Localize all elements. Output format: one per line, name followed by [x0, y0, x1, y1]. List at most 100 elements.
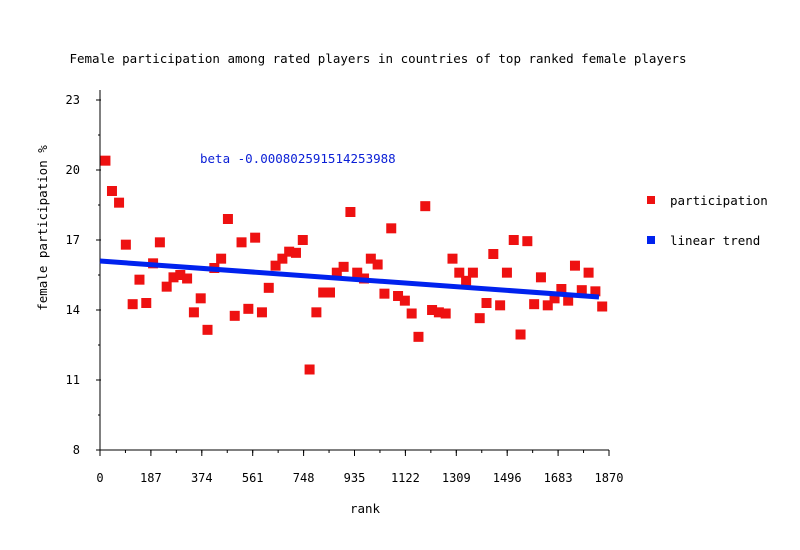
participation-point: [563, 295, 574, 306]
participation-point: [182, 273, 193, 284]
y-tick-label: 8: [73, 443, 80, 457]
y-tick-label: 11: [66, 373, 80, 387]
participation-point: [556, 284, 567, 294]
participation-point: [549, 293, 560, 304]
x-tick-label: 935: [344, 471, 366, 485]
participation-point: [522, 236, 533, 247]
plot-area: [99, 155, 608, 375]
x-tick-label: 1683: [544, 471, 573, 485]
participation-point: [256, 307, 267, 318]
participation-point: [447, 253, 458, 264]
beta-annotation: beta -0.000802591514253988: [200, 151, 396, 166]
participation-point: [331, 267, 342, 278]
x-tick-label: 1496: [493, 471, 522, 485]
x-tick-label: 187: [140, 471, 162, 485]
legend-item-participation-swatch: [647, 196, 655, 204]
x-tick-label: 561: [242, 471, 264, 485]
participation-point: [488, 249, 499, 259]
participation-point: [114, 197, 125, 208]
participation-point: [338, 261, 349, 272]
participation-point: [372, 259, 383, 270]
participation-point: [229, 310, 240, 321]
participation-point: [420, 201, 431, 212]
y-tick-label: 20: [66, 163, 80, 177]
participation-point: [297, 235, 308, 245]
chart-title: Female participation among rated players…: [69, 51, 686, 66]
linear-trend-line: [99, 258, 600, 300]
participation-point: [399, 295, 410, 306]
y-axis-label: female participation %: [35, 145, 50, 311]
participation-point: [202, 324, 213, 335]
participation-point: [243, 303, 254, 314]
participation-point: [386, 223, 397, 234]
participation-point: [127, 299, 138, 310]
participation-point: [236, 237, 247, 248]
participation-point: [216, 253, 227, 264]
participation-point: [168, 272, 179, 283]
x-tick-label: 1870: [595, 471, 624, 485]
participation-point: [141, 298, 152, 308]
participation-point: [467, 267, 478, 278]
y-tick-label: 14: [66, 303, 80, 317]
participation-point: [529, 299, 540, 310]
participation-point: [188, 307, 199, 318]
participation-point: [515, 329, 526, 340]
participation-point: [440, 308, 451, 319]
participation-point: [481, 298, 492, 308]
y-tick-label: 17: [66, 233, 80, 247]
participation-point: [270, 260, 281, 271]
participation-point: [175, 270, 186, 280]
x-tick-label: 1309: [442, 471, 471, 485]
participation-point: [304, 364, 315, 375]
participation-point: [590, 286, 601, 297]
participation-point: [569, 260, 580, 271]
participation-point: [284, 246, 295, 257]
participation-point: [263, 282, 274, 293]
participation-point: [318, 287, 329, 298]
participation-point: [222, 214, 233, 224]
participation-point: [461, 275, 472, 286]
participation-point: [406, 308, 417, 319]
participation-point: [345, 207, 356, 217]
participation-point: [454, 267, 465, 278]
participation-point: [154, 237, 165, 248]
participation-point: [597, 301, 608, 312]
participation-point: [134, 274, 145, 285]
participation-point: [576, 285, 587, 296]
participation-point: [433, 307, 444, 318]
participation-point: [352, 267, 363, 278]
x-tick-label: 374: [191, 471, 213, 485]
legend-item-linear-trend-label: linear trend: [670, 233, 760, 248]
x-tick-label: 0: [96, 471, 103, 485]
participation-point: [379, 288, 390, 299]
legend: participation linear trend: [647, 193, 768, 248]
participation-point: [535, 272, 546, 283]
legend-item-linear-trend-swatch: [647, 236, 655, 244]
participation-point: [100, 155, 111, 166]
participation-point: [365, 253, 376, 264]
legend-item-participation-label: participation: [670, 193, 768, 208]
x-tick-label: 1122: [391, 471, 420, 485]
participation-point: [495, 300, 506, 311]
participation-point: [508, 235, 519, 245]
participation-point: [277, 253, 288, 264]
participation-point: [325, 287, 336, 298]
participation-point: [542, 300, 553, 311]
participation-point: [474, 313, 485, 324]
participation-point: [290, 247, 301, 258]
x-axis-label: rank: [350, 501, 381, 516]
participation-point: [311, 307, 322, 318]
participation-point: [120, 239, 131, 250]
participation-point: [195, 293, 206, 304]
axes: 8 11 14 17 20 23 0 187 374 561 748 935 1122 1309 1496 1…: [66, 90, 624, 485]
participation-point: [501, 267, 512, 278]
x-tick-label: 748: [293, 471, 315, 485]
participation-point: [413, 331, 424, 342]
participation-point: [106, 186, 117, 196]
participation-point: [393, 291, 404, 301]
participation-point: [583, 267, 594, 278]
participation-point: [250, 232, 261, 243]
y-tick-label: 23: [66, 93, 80, 107]
participation-point: [161, 281, 172, 292]
